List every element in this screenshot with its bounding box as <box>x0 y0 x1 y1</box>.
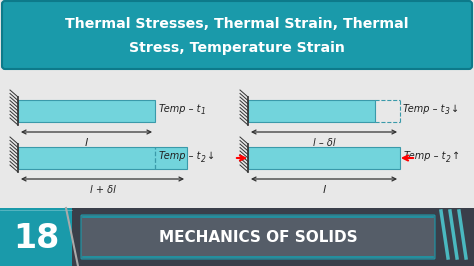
Text: ↑: ↑ <box>452 151 460 161</box>
FancyBboxPatch shape <box>2 1 472 69</box>
Polygon shape <box>0 208 72 266</box>
Text: MECHANICS OF SOLIDS: MECHANICS OF SOLIDS <box>159 230 357 244</box>
Text: l: l <box>85 138 88 148</box>
Text: 2: 2 <box>446 155 451 164</box>
Text: l – δl: l – δl <box>313 138 335 148</box>
Text: 18: 18 <box>13 222 59 255</box>
Text: 1: 1 <box>201 107 206 117</box>
Text: ↓: ↓ <box>451 104 459 114</box>
Text: 2: 2 <box>201 155 206 164</box>
Bar <box>0 208 474 266</box>
Text: Temp – t: Temp – t <box>403 104 445 114</box>
FancyBboxPatch shape <box>81 215 435 259</box>
Bar <box>18 147 187 169</box>
Text: Thermal Stresses, Thermal Strain, Thermal: Thermal Stresses, Thermal Strain, Therma… <box>65 17 409 31</box>
Text: ↓: ↓ <box>207 151 215 161</box>
Bar <box>248 100 375 122</box>
Bar <box>18 100 155 122</box>
Text: l: l <box>322 185 326 195</box>
Text: 3: 3 <box>445 107 450 117</box>
Text: Temp – t: Temp – t <box>404 151 446 161</box>
Text: l + δl: l + δl <box>90 185 116 195</box>
Text: Temp – t: Temp – t <box>159 151 201 161</box>
Bar <box>248 147 400 169</box>
Text: Stress, Temperature Strain: Stress, Temperature Strain <box>129 41 345 55</box>
Text: Temp – t: Temp – t <box>159 104 201 114</box>
